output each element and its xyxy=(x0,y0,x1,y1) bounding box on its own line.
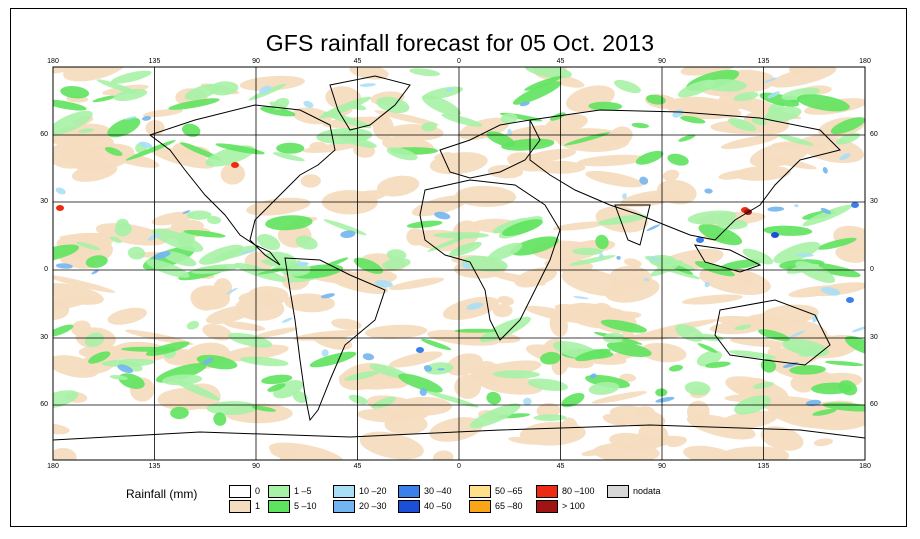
axis-tick-label: 30 xyxy=(40,198,48,205)
axis-tick-label: 90 xyxy=(658,463,666,470)
legend-swatch xyxy=(536,485,558,498)
legend-swatch xyxy=(469,485,491,498)
coastlines xyxy=(53,75,865,441)
legend-swatch xyxy=(469,500,491,513)
legend-label: > 100 xyxy=(562,501,585,511)
legend-swatch xyxy=(268,500,290,513)
legend-swatch xyxy=(229,500,251,513)
axis-tick-label: 60 xyxy=(870,131,878,138)
axis-tick-label: 90 xyxy=(252,58,260,65)
legend-label: 20 –30 xyxy=(359,501,387,511)
legend-title: Rainfall (mm) xyxy=(126,487,198,501)
axis-tick-label: 60 xyxy=(40,131,48,138)
continent-outline xyxy=(148,104,336,266)
legend-label: 10 –20 xyxy=(359,486,387,496)
continent-outline xyxy=(614,204,651,246)
legend-label: 80 –100 xyxy=(562,486,595,496)
axis-tick-label: 90 xyxy=(658,58,666,65)
axis-tick-label: 0 xyxy=(457,463,461,470)
legend-swatch xyxy=(333,485,355,498)
axis-tick-label: 135 xyxy=(757,58,770,65)
axis-tick-label: 180 xyxy=(859,58,871,65)
map-title: GFS rainfall forecast for 05 Oct. 2013 xyxy=(265,30,655,56)
axis-tick-label: 0 xyxy=(870,266,874,273)
graticule xyxy=(53,67,865,460)
legend-label: 1 –5 xyxy=(294,486,312,496)
legend-label: 1 xyxy=(255,501,261,511)
axis-tick-label: 180 xyxy=(859,463,871,470)
legend-swatch xyxy=(229,485,251,498)
legend-label: 0 xyxy=(255,486,261,496)
legend-swatch xyxy=(333,500,355,513)
legend-label: nodata xyxy=(633,486,661,496)
axis-tick-label: 45 xyxy=(556,463,565,470)
continent-outline xyxy=(439,119,541,179)
axis-tick-label: 180 xyxy=(47,463,59,470)
continent-outline xyxy=(529,109,841,241)
continent-outline xyxy=(714,299,831,366)
continent-outline xyxy=(284,257,386,422)
legend-swatch xyxy=(398,500,420,513)
legend-swatch xyxy=(536,500,558,513)
axis-tick-label: 90 xyxy=(252,463,260,470)
axis-tick-label: 135 xyxy=(148,58,161,65)
axis-tick-label: 60 xyxy=(40,401,48,408)
legend-label: 30 –40 xyxy=(424,486,452,496)
axis-tick-label: 45 xyxy=(353,463,362,470)
continent-outline xyxy=(53,424,865,441)
axis-tick-label: 0 xyxy=(457,58,461,65)
axis-tick-label: 0 xyxy=(44,266,48,273)
continent-outline xyxy=(694,244,762,273)
axis-tick-label: 30 xyxy=(870,334,878,341)
axis-tick-label: 135 xyxy=(757,463,770,470)
legend-swatch xyxy=(268,485,290,498)
figure-frame xyxy=(10,8,907,527)
continent-outline xyxy=(419,179,561,341)
legend-label: 40 –50 xyxy=(424,501,452,511)
axis-tick-label: 30 xyxy=(870,198,878,205)
axis-tick-label: 30 xyxy=(40,334,48,341)
axis-tick-label: 180 xyxy=(47,58,59,65)
legend-label: 65 –80 xyxy=(495,501,523,511)
axis-tick-label: 45 xyxy=(353,58,362,65)
legend-label: 50 –65 xyxy=(495,486,523,496)
axis-tick-label: 45 xyxy=(556,58,565,65)
axis-tick-label: 135 xyxy=(148,463,161,470)
legend-swatch xyxy=(398,485,420,498)
legend-swatch xyxy=(607,485,629,498)
axis-tick-label: 60 xyxy=(870,401,878,408)
legend-label: 5 –10 xyxy=(294,501,317,511)
continent-outline xyxy=(329,75,411,131)
